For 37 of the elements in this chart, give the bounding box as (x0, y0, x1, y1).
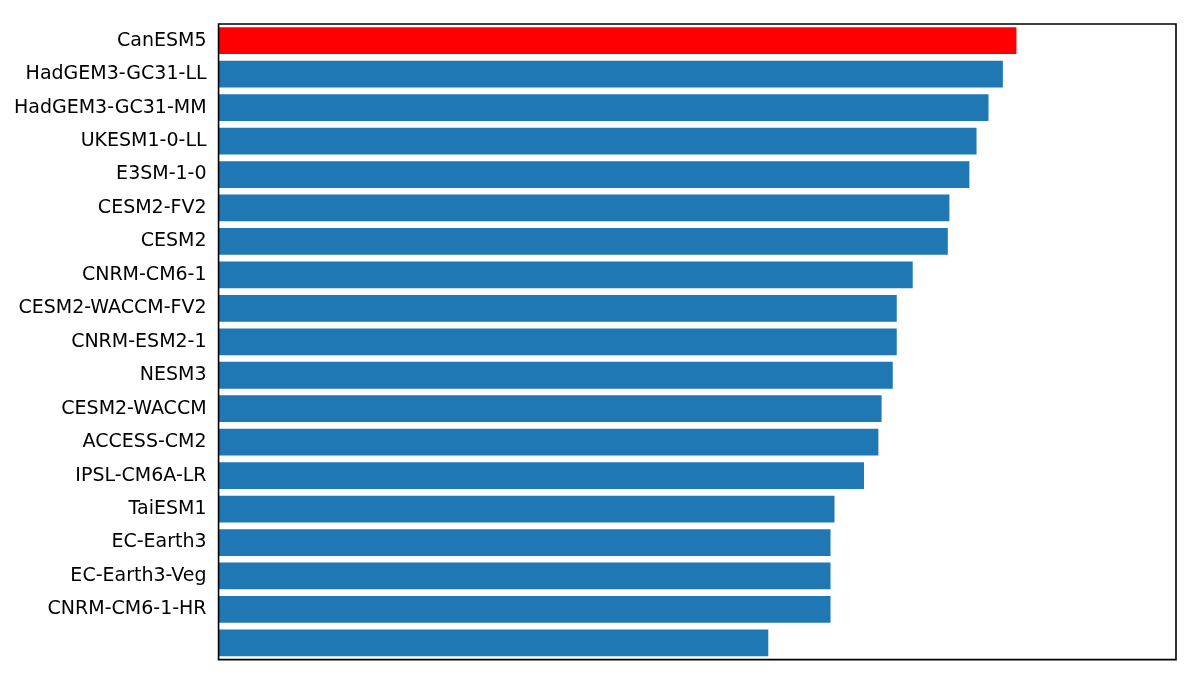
bar (218, 428, 879, 456)
bar (218, 194, 950, 222)
bar (218, 495, 835, 523)
y-tick-label: CNRM-CM6-1 (81, 261, 207, 284)
y-tick-label: NESM3 (139, 362, 207, 385)
y-tick-label: ACCESS-CM2 (82, 429, 207, 452)
y-tick-label: EC-Earth3-Veg (70, 562, 207, 585)
y-tick-label: CESM2-WACCM (61, 395, 207, 418)
bar (218, 596, 831, 623)
y-tick-label: CESM2 (140, 228, 207, 251)
y-tick-label: TaiESM1 (127, 496, 207, 518)
bar (218, 328, 897, 356)
y-tick-label: CNRM-CM6-1-HR (47, 596, 207, 619)
bar (218, 94, 989, 122)
y-tick-label: CESM2-FV2 (97, 194, 207, 217)
y-tick-label: E3SM-1-0 (116, 161, 207, 184)
bar (218, 127, 977, 155)
bar (218, 294, 897, 322)
bar (218, 161, 970, 188)
bar (218, 27, 1017, 55)
bar (218, 228, 948, 255)
y-tick-label: HadGEM3-GC31-MM (14, 94, 207, 117)
bar (218, 60, 1003, 88)
bar (218, 529, 831, 556)
y-tick-label: IPSL-CM6A-LR (75, 462, 207, 485)
y-tick-label: CanESM5 (117, 27, 207, 50)
y-tick-label: UKESM1-0-LL (80, 128, 207, 151)
bar (218, 462, 865, 489)
bar (218, 629, 769, 657)
bar (218, 261, 913, 289)
bar (218, 395, 882, 423)
y-tick-label: EC-Earth3 (111, 529, 207, 552)
bar (218, 562, 831, 590)
y-tick-label: CNRM-ESM2-1 (71, 328, 207, 351)
y-tick-label: HadGEM3-GC31-LL (25, 61, 207, 84)
bar (218, 361, 893, 389)
y-tick-label: CESM2-WACCM-FV2 (18, 295, 207, 318)
